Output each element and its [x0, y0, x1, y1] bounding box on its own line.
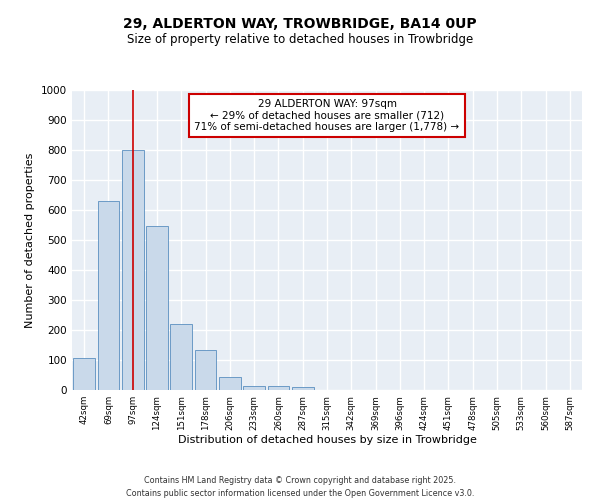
Y-axis label: Number of detached properties: Number of detached properties — [25, 152, 35, 328]
Text: Contains public sector information licensed under the Open Government Licence v3: Contains public sector information licen… — [126, 489, 474, 498]
Text: 29, ALDERTON WAY, TROWBRIDGE, BA14 0UP: 29, ALDERTON WAY, TROWBRIDGE, BA14 0UP — [123, 18, 477, 32]
Bar — [268, 386, 289, 390]
Bar — [219, 378, 241, 390]
Bar — [243, 386, 265, 390]
Text: Size of property relative to detached houses in Trowbridge: Size of property relative to detached ho… — [127, 32, 473, 46]
Bar — [170, 324, 192, 390]
Bar — [73, 358, 95, 390]
Text: 29 ALDERTON WAY: 97sqm
← 29% of detached houses are smaller (712)
71% of semi-de: 29 ALDERTON WAY: 97sqm ← 29% of detached… — [194, 99, 460, 132]
Bar — [97, 201, 119, 390]
Bar — [194, 350, 217, 390]
X-axis label: Distribution of detached houses by size in Trowbridge: Distribution of detached houses by size … — [178, 436, 476, 446]
Bar — [146, 226, 168, 390]
Bar — [292, 387, 314, 390]
Text: Contains HM Land Registry data © Crown copyright and database right 2025.: Contains HM Land Registry data © Crown c… — [144, 476, 456, 485]
Bar — [122, 150, 143, 390]
